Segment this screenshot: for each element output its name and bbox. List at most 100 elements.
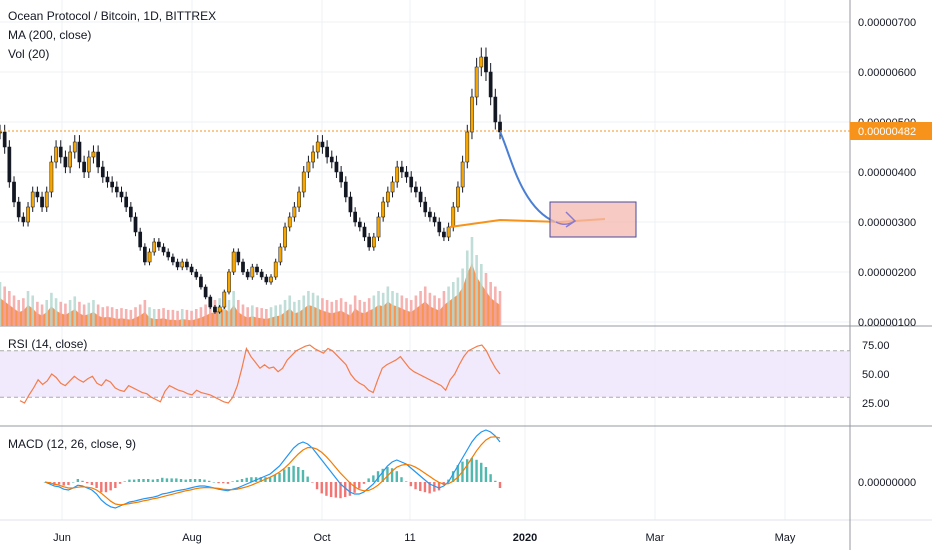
candle-body bbox=[82, 161, 86, 173]
candle-body bbox=[91, 151, 96, 158]
macd-histogram-bar bbox=[142, 479, 145, 482]
candle-body bbox=[44, 191, 49, 208]
price-tick-label: 0.00000400 bbox=[858, 167, 916, 179]
macd-histogram-bar bbox=[400, 477, 403, 482]
candle-body bbox=[63, 156, 68, 168]
macd-histogram-bar bbox=[170, 478, 173, 482]
macd-histogram-bar bbox=[100, 482, 103, 493]
macd-histogram-bar bbox=[498, 482, 502, 488]
volume-bar bbox=[166, 309, 170, 326]
volume-bar bbox=[237, 300, 240, 326]
macd-histogram-bar bbox=[250, 477, 253, 482]
candle-body bbox=[213, 306, 217, 313]
macd-tick-label: 0.00000000 bbox=[858, 477, 916, 489]
macd-histogram-bar bbox=[184, 479, 187, 482]
macd-histogram-bar bbox=[128, 479, 131, 482]
volume-bar bbox=[73, 296, 77, 326]
candle-body bbox=[325, 146, 329, 158]
volume-bar bbox=[180, 309, 184, 326]
volume-bar bbox=[185, 309, 189, 326]
candle-body bbox=[199, 276, 203, 288]
volume-bar bbox=[297, 300, 301, 326]
volume-bar bbox=[208, 301, 212, 326]
volume-bar bbox=[447, 286, 450, 326]
volume-bar bbox=[199, 307, 203, 326]
candle-body bbox=[404, 171, 409, 178]
candle-body bbox=[357, 221, 362, 228]
volume-bar bbox=[101, 307, 105, 326]
macd-histogram-bar bbox=[433, 482, 436, 492]
candle-body bbox=[470, 96, 474, 133]
candle-body bbox=[278, 246, 283, 263]
volume-bar bbox=[8, 291, 11, 326]
volume-bar bbox=[400, 295, 404, 326]
candle-body bbox=[40, 196, 44, 208]
volume-bar bbox=[386, 286, 390, 326]
ma-legend: MA (200, close) bbox=[8, 28, 92, 42]
macd-histogram-bar bbox=[212, 482, 216, 483]
rsi-band bbox=[0, 350, 850, 398]
volume-bar bbox=[283, 300, 287, 326]
volume-bar bbox=[134, 307, 137, 326]
candle-body bbox=[432, 216, 437, 223]
macd-histogram-bar bbox=[470, 458, 474, 482]
candle-body bbox=[110, 181, 114, 188]
macd-line bbox=[44, 429, 501, 509]
current-price-tag bbox=[850, 122, 932, 140]
candle-body bbox=[367, 236, 372, 248]
macd-histogram-bar bbox=[236, 480, 239, 482]
macd-histogram-bar bbox=[409, 482, 413, 487]
macd-histogram-bar bbox=[376, 471, 380, 482]
macd-histogram-bar bbox=[283, 469, 286, 482]
volume-bar bbox=[138, 304, 142, 326]
macd-histogram-bar bbox=[90, 482, 94, 485]
macd-histogram-bar bbox=[390, 468, 394, 482]
volume-bar bbox=[335, 300, 338, 326]
candle-body bbox=[100, 166, 105, 178]
macd-histogram-bar bbox=[240, 479, 244, 482]
candle-body bbox=[428, 211, 432, 218]
vol-legend: Vol (20) bbox=[8, 47, 50, 61]
candle-body bbox=[58, 146, 63, 158]
volume-bar bbox=[92, 300, 95, 326]
candle-body bbox=[334, 161, 339, 173]
macd-histogram-bar bbox=[207, 480, 211, 482]
candle-body bbox=[465, 131, 470, 163]
candle-body bbox=[400, 166, 404, 173]
macd-histogram-bar bbox=[114, 482, 117, 488]
volume-bar bbox=[96, 304, 100, 326]
macd-histogram-bar bbox=[203, 479, 206, 482]
macd-histogram-bar bbox=[404, 481, 408, 482]
macd-histogram-bar bbox=[419, 482, 422, 491]
candle-body bbox=[488, 71, 493, 98]
volume-bar bbox=[302, 295, 306, 326]
candle-body bbox=[297, 191, 301, 208]
macd-histogram-bar bbox=[447, 479, 450, 482]
candle-body bbox=[245, 271, 250, 278]
macd-histogram-bar bbox=[362, 482, 366, 484]
candle-body bbox=[171, 256, 175, 263]
volume-bar bbox=[391, 291, 394, 326]
candle-body bbox=[264, 276, 269, 283]
candle-body bbox=[255, 266, 259, 273]
volume-bar bbox=[148, 307, 151, 326]
volume-bar bbox=[307, 291, 310, 326]
time-tick-label: 11 bbox=[404, 532, 415, 544]
candle-body bbox=[315, 141, 320, 153]
time-tick-label: Oct bbox=[313, 532, 330, 544]
candle-body bbox=[105, 176, 110, 183]
candle-body bbox=[231, 251, 236, 273]
volume-bar bbox=[433, 295, 436, 326]
macd-histogram-bar bbox=[268, 477, 272, 482]
macd-legend: MACD (12, 26, close, 9) bbox=[8, 437, 137, 451]
price-tick-label: 0.00000300 bbox=[858, 217, 916, 229]
macd-histogram-bar bbox=[226, 482, 230, 484]
macd-histogram-bar bbox=[475, 459, 478, 482]
macd-histogram-bar bbox=[311, 482, 314, 483]
volume-bar bbox=[45, 300, 49, 326]
volume-bar bbox=[171, 309, 175, 326]
volume-bar bbox=[22, 298, 25, 326]
volume-bar bbox=[437, 298, 441, 326]
